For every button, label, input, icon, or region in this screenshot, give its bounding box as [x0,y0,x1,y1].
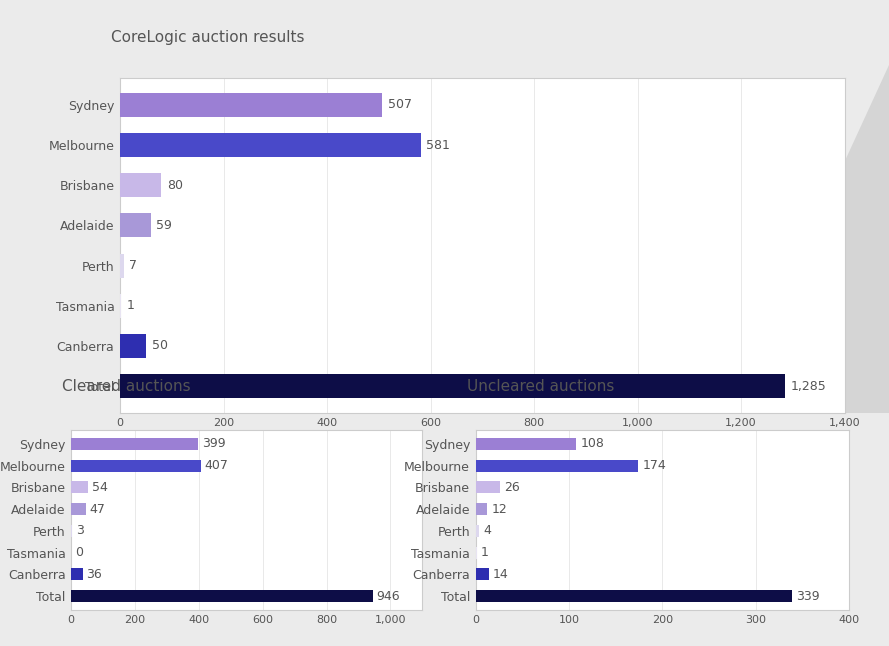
Text: Cleared auctions: Cleared auctions [62,379,191,394]
Text: CoreLogic auction results: CoreLogic auction results [111,30,305,45]
Bar [120,133,420,157]
Text: 1,285: 1,285 [791,380,827,393]
Text: Uncleared auctions: Uncleared auctions [467,379,614,394]
Bar [71,438,198,450]
Text: 36: 36 [86,568,102,581]
Text: 0: 0 [75,547,83,559]
Bar [120,334,146,358]
Text: 54: 54 [92,481,108,494]
Text: 7: 7 [130,259,138,272]
Bar [476,503,487,515]
Text: 47: 47 [90,503,106,516]
Text: 3: 3 [76,525,84,537]
Bar [120,93,382,117]
Text: 50: 50 [152,339,168,353]
Bar [71,503,86,515]
Bar [476,590,792,602]
Text: 507: 507 [388,98,412,111]
Bar [476,459,638,472]
Text: 946: 946 [377,590,400,603]
Bar [71,568,83,581]
Bar [120,213,150,238]
Bar [120,173,162,197]
Bar [476,547,477,559]
Text: 26: 26 [504,481,520,494]
Text: 1: 1 [481,547,489,559]
Bar [476,525,479,537]
Text: 12: 12 [492,503,507,516]
Text: 80: 80 [167,179,183,192]
Text: 59: 59 [156,219,172,232]
Text: 4: 4 [484,525,492,537]
Text: 1: 1 [126,299,134,312]
Text: 407: 407 [204,459,228,472]
Bar [120,253,124,278]
Text: 399: 399 [202,437,226,450]
Bar [476,481,500,494]
Bar [71,525,72,537]
Bar [71,481,88,494]
Text: 108: 108 [581,437,605,450]
Text: 339: 339 [797,590,821,603]
Text: 581: 581 [427,138,451,152]
Bar [476,438,576,450]
Text: 174: 174 [643,459,666,472]
Bar [71,590,373,602]
Text: 14: 14 [493,568,509,581]
Bar [476,568,489,581]
Bar [120,374,785,398]
Bar [71,459,201,472]
